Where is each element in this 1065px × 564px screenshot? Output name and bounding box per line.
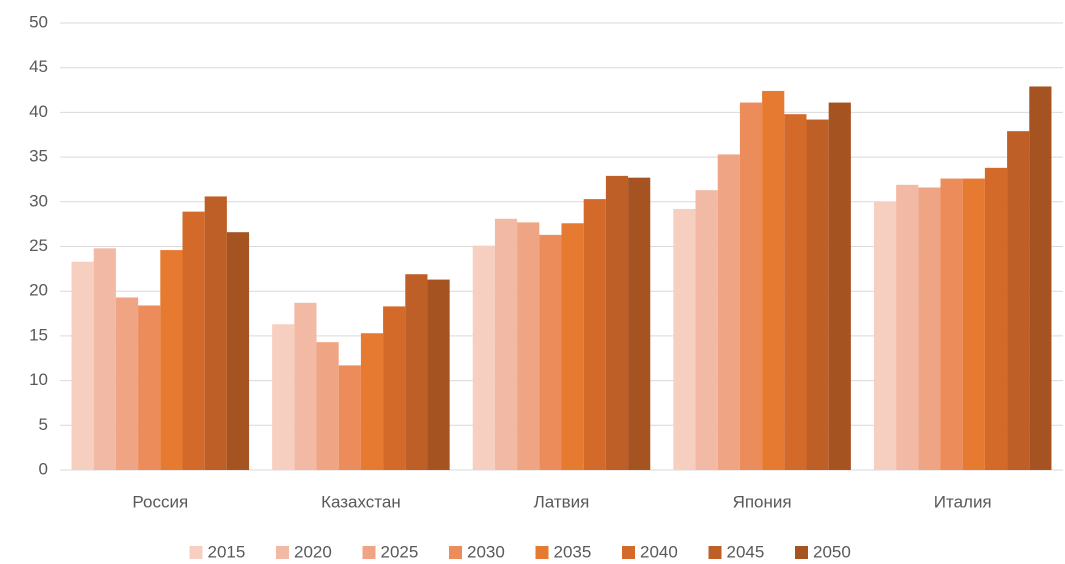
x-tick-label: Казахстан xyxy=(321,492,401,511)
bar xyxy=(338,365,361,470)
bar xyxy=(517,222,540,470)
bar xyxy=(1007,131,1030,470)
bar xyxy=(383,306,406,470)
x-tick-label: Латвия xyxy=(534,492,590,511)
y-tick-label: 10 xyxy=(29,370,48,389)
legend-swatch xyxy=(622,546,635,559)
legend-label: 2040 xyxy=(640,542,678,561)
bar xyxy=(360,333,384,470)
legend-swatch xyxy=(189,546,203,559)
bar xyxy=(628,177,651,471)
y-tick-label: 45 xyxy=(29,57,48,76)
bar xyxy=(316,342,339,470)
bar xyxy=(717,154,740,470)
legend-swatch xyxy=(362,546,376,559)
y-tick-label: 40 xyxy=(29,102,48,121)
bar xyxy=(160,250,183,470)
bar xyxy=(405,274,428,470)
bar xyxy=(226,232,250,470)
bar xyxy=(984,167,1008,470)
legend-swatch xyxy=(449,546,462,559)
x-tick-label: Италия xyxy=(934,492,992,511)
bar xyxy=(695,190,718,471)
bar xyxy=(918,187,941,470)
bar xyxy=(204,196,227,470)
legend-swatch xyxy=(535,546,549,559)
bar xyxy=(762,90,785,470)
legend-label: 2030 xyxy=(467,542,505,561)
legend-swatch xyxy=(276,546,289,559)
bar xyxy=(294,302,317,470)
y-tick-label: 5 xyxy=(39,415,48,434)
bar xyxy=(940,178,963,470)
y-tick-label: 0 xyxy=(39,459,48,478)
bar xyxy=(673,208,696,470)
legend-swatch xyxy=(708,546,722,559)
x-tick-label: Япония xyxy=(733,492,792,511)
bar xyxy=(427,279,450,470)
bar xyxy=(828,102,851,470)
legend-label: 2020 xyxy=(294,542,332,561)
bar xyxy=(583,199,606,471)
y-tick-label: 35 xyxy=(29,147,48,166)
y-tick-label: 20 xyxy=(29,281,48,300)
bar xyxy=(182,211,205,470)
bar xyxy=(138,305,161,470)
bar xyxy=(1029,86,1052,470)
bar xyxy=(561,223,584,470)
legend-label: 2045 xyxy=(727,542,765,561)
bar xyxy=(806,119,829,470)
legend-swatch xyxy=(795,546,808,559)
bar xyxy=(739,102,763,470)
bar xyxy=(539,234,562,470)
bar xyxy=(71,261,94,470)
bar xyxy=(605,175,629,470)
legend-label: 2015 xyxy=(208,542,246,561)
bar xyxy=(472,245,495,470)
bar xyxy=(873,201,897,471)
bar xyxy=(896,184,919,470)
bar xyxy=(93,248,116,470)
bar xyxy=(272,324,295,470)
bar xyxy=(115,297,139,470)
bar xyxy=(962,178,985,470)
y-tick-label: 50 xyxy=(29,12,48,31)
x-tick-label: Россия xyxy=(132,492,188,511)
legend-label: 2035 xyxy=(554,542,592,561)
bar xyxy=(494,218,518,470)
y-tick-label: 30 xyxy=(29,191,48,210)
y-tick-label: 15 xyxy=(29,325,48,344)
legend-label: 2050 xyxy=(813,542,851,561)
bar xyxy=(784,114,807,471)
legend-label: 2025 xyxy=(381,542,419,561)
y-tick-label: 25 xyxy=(29,236,48,255)
